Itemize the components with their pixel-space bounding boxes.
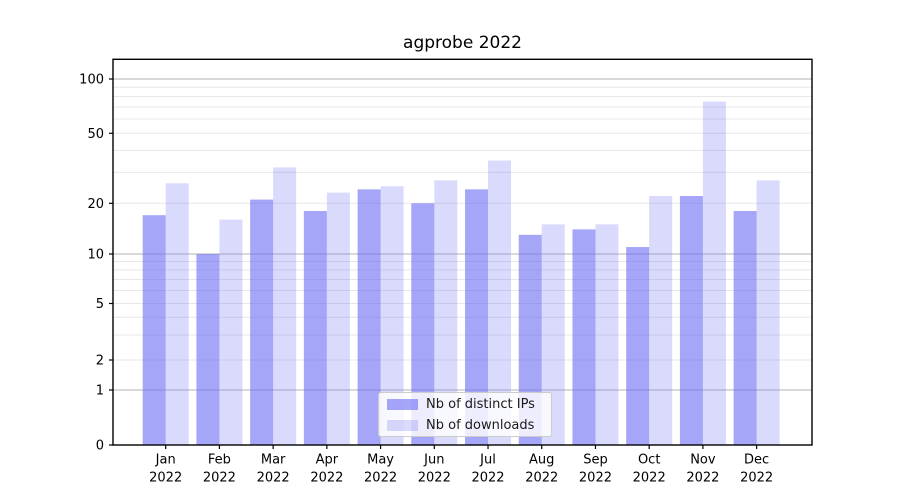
legend-label-distinct-ips: Nb of distinct IPs [426,396,535,412]
y-tick-label: 5 [96,297,104,312]
bar-distinct-ips-jul [465,189,489,445]
bar-distinct-ips-may [357,189,381,445]
x-tick-label: May 2022 [364,453,397,486]
x-tick-label: Dec 2022 [740,453,773,486]
x-tick-label: Feb 2022 [203,453,236,486]
bar-distinct-ips-feb [196,254,220,445]
legend-label-downloads: Nb of downloads [426,417,535,433]
y-tick-label: 1 [96,384,104,399]
x-tick-label: Mar 2022 [257,453,290,486]
y-tick-label: 0 [96,439,104,454]
bar-distinct-ips-jun [411,203,435,445]
bar-distinct-ips-sep [572,229,596,445]
bar-distinct-ips-oct [626,247,650,445]
bar-downloads-jan [165,183,189,445]
bar-distinct-ips-dec [733,211,757,445]
x-tick-label: Jan 2022 [149,453,182,486]
legend-item-distinct-ips: Nb of distinct IPs [387,397,551,412]
bar-downloads-sep [595,224,619,445]
chart-title: agprobe 2022 [403,33,522,53]
x-tick-label: Apr 2022 [310,453,343,486]
x-tick-label: Aug 2022 [525,453,558,486]
x-tick-label: Jun 2022 [418,453,451,486]
bar-downloads-dec [756,180,780,445]
bar-distinct-ips-nov [679,196,703,445]
y-tick-label: 2 [96,354,104,369]
legend-swatch-distinct-ips [387,398,418,410]
x-tick-label: Sep 2022 [579,453,612,486]
x-tick-label: Jul 2022 [471,453,504,486]
y-tick-label: 10 [87,248,104,263]
legend-item-downloads: Nb of downloads [387,418,551,433]
bar-downloads-nov [702,101,726,446]
bar-downloads-mar [273,167,297,445]
bar-downloads-aug [541,224,565,445]
plot-border [112,58,813,446]
y-tick-label: 100 [79,73,104,88]
bar-downloads-jun [434,180,458,445]
bar-downloads-oct [649,196,673,445]
legend-swatch-downloads [387,419,418,431]
x-tick-label: Oct 2022 [633,453,666,486]
bar-downloads-may [380,186,404,445]
bar-distinct-ips-jan [142,215,166,445]
bar-distinct-ips-apr [303,211,327,445]
legend: Nb of distinct IPs Nb of downloads [378,392,552,437]
y-tick-label: 50 [87,127,104,142]
bar-downloads-jul [488,160,512,446]
x-tick-label: Nov 2022 [686,453,719,486]
bar-downloads-feb [219,219,243,445]
bar-downloads-apr [326,192,350,445]
y-tick-label: 20 [87,197,104,212]
bar-distinct-ips-mar [250,199,274,445]
